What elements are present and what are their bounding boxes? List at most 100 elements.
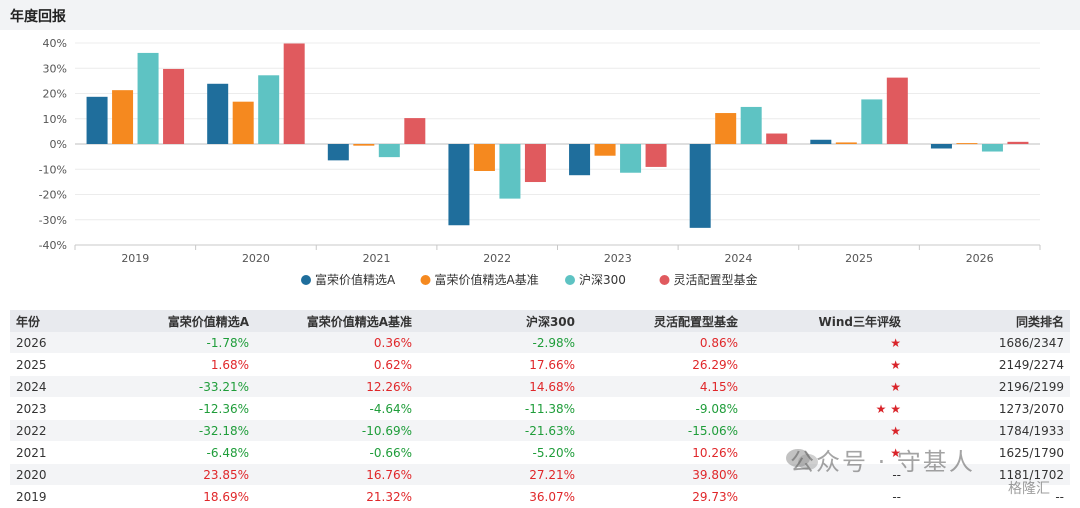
y-tick-label: 20% — [43, 88, 67, 101]
wechat-icon — [786, 449, 818, 470]
x-tick-label: 2021 — [363, 252, 391, 265]
bar — [163, 68, 185, 144]
x-tick-label: 2023 — [604, 252, 632, 265]
bar — [207, 83, 229, 144]
cell-rank: 1625/1790 — [907, 441, 1070, 464]
cell-fund: 23.85% — [92, 463, 255, 486]
bar — [137, 52, 159, 144]
cell-rating: ★ — [744, 441, 907, 464]
cell-rank: 2149/2274 — [907, 353, 1070, 376]
y-tick-label: -20% — [39, 189, 67, 202]
col-header-csi300: 沪深300 — [418, 310, 581, 332]
bar — [404, 118, 426, 144]
cell-year: 2025 — [10, 353, 92, 376]
col-header-rating: Wind三年评级 — [744, 310, 907, 332]
bar — [232, 101, 254, 144]
cell-flexible: 0.86% — [581, 332, 744, 354]
bar — [956, 143, 978, 145]
cell-year: 2021 — [10, 441, 92, 464]
cell-fund: 18.69% — [92, 485, 255, 508]
legend-label: 富荣价值精选A — [315, 272, 396, 287]
bar — [353, 144, 375, 146]
cell-rank: 1686/2347 — [907, 332, 1070, 354]
col-header-rank: 同类排名 — [907, 310, 1070, 332]
bar — [283, 43, 305, 144]
cell-csi300: -11.38% — [418, 397, 581, 420]
cell-year: 2024 — [10, 375, 92, 398]
legend-label: 灵活配置型基金 — [674, 272, 758, 287]
cell-year: 2019 — [10, 485, 92, 508]
bar — [715, 113, 737, 144]
table-row: 2023 -12.36% -4.64% -11.38% -9.08% ★ ★ 1273/20… — [10, 397, 1070, 420]
bar — [861, 99, 883, 144]
cell-rank: 2196/2199 — [907, 375, 1070, 398]
x-tick-label: 2022 — [483, 252, 511, 265]
col-header-year: 年份 — [10, 310, 92, 332]
bar — [620, 144, 642, 173]
legend-marker — [565, 275, 575, 285]
bar — [327, 144, 349, 161]
cell-rating: -- — [744, 463, 907, 486]
cell-year: 2020 — [10, 463, 92, 486]
table-row: 2021 -6.48% -0.66% -5.20% 10.26% ★ 1625/1790 — [10, 441, 1070, 464]
cell-flexible: 4.15% — [581, 375, 744, 398]
legend-marker — [420, 275, 431, 285]
cell-csi300: 14.68% — [418, 375, 581, 398]
cell-flexible: -9.08% — [581, 397, 744, 420]
cell-fund: 1.68% — [92, 353, 255, 376]
table-row: 2025 1.68% 0.62% 17.66% 26.29% ★ 2149/2274 — [10, 353, 1070, 376]
bar — [766, 133, 788, 144]
cell-benchmark: -10.69% — [255, 419, 418, 442]
x-tick-label: 2020 — [242, 252, 270, 265]
y-tick-label: 0% — [50, 138, 67, 151]
cell-benchmark: 0.36% — [255, 332, 418, 354]
bar — [378, 144, 400, 158]
cell-csi300: -2.98% — [418, 332, 581, 354]
table-row: 2022 -32.18% -10.69% -21.63% -15.06% ★ 1784/19… — [10, 419, 1070, 442]
cell-csi300: -5.20% — [418, 441, 581, 464]
bar — [112, 90, 134, 144]
section-header: 年度回报 — [0, 0, 1080, 30]
col-header-flexible: 灵活配置型基金 — [581, 310, 744, 332]
cell-fund: -33.21% — [92, 375, 255, 398]
y-tick-label: 40% — [43, 37, 67, 50]
annual-return-table: 年份 富荣价值精选A 富荣价值精选A基准 沪深300 灵活配置型基金 Wind三… — [10, 310, 1070, 508]
legend-label: 沪深300 — [579, 273, 626, 287]
bar — [981, 144, 1003, 152]
cell-rating: ★ — [744, 353, 907, 376]
y-tick-label: -10% — [39, 163, 67, 176]
cell-benchmark: -4.64% — [255, 397, 418, 420]
bar — [524, 144, 546, 183]
x-tick-label: 2024 — [724, 252, 752, 265]
bar — [645, 144, 667, 167]
cell-benchmark: 16.76% — [255, 463, 418, 486]
bar — [740, 106, 762, 144]
table-row: 2020 23.85% 16.76% 27.21% 39.80% -- 1181/1702 — [10, 463, 1070, 486]
cell-csi300: 27.21% — [418, 463, 581, 486]
y-tick-label: 30% — [43, 62, 67, 75]
table-header-row: 年份 富荣价值精选A 富荣价值精选A基准 沪深300 灵活配置型基金 Wind三… — [10, 310, 1070, 332]
bar — [258, 75, 280, 144]
bar — [86, 96, 108, 144]
cell-fund: -32.18% — [92, 419, 255, 442]
cell-benchmark: 12.26% — [255, 375, 418, 398]
cell-flexible: 10.26% — [581, 441, 744, 464]
cell-rank: 1181/1702 — [907, 463, 1070, 486]
y-tick-label: -30% — [39, 214, 67, 227]
cell-year: 2026 — [10, 332, 92, 354]
bar — [594, 144, 616, 156]
cell-rating: ★ — [744, 419, 907, 442]
bar — [835, 142, 857, 144]
table-row: 2019 18.69% 21.32% 36.07% 29.73% -- -- — [10, 485, 1070, 508]
bar — [499, 144, 521, 199]
cell-fund: -12.36% — [92, 397, 255, 420]
bar — [886, 77, 908, 144]
cell-fund: -6.48% — [92, 441, 255, 464]
cell-rating: ★ — [744, 375, 907, 398]
cell-flexible: 29.73% — [581, 485, 744, 508]
cell-benchmark: 21.32% — [255, 485, 418, 508]
cell-year: 2023 — [10, 397, 92, 420]
y-tick-label: 10% — [43, 113, 67, 126]
bar — [448, 144, 470, 226]
legend-marker — [659, 275, 670, 285]
